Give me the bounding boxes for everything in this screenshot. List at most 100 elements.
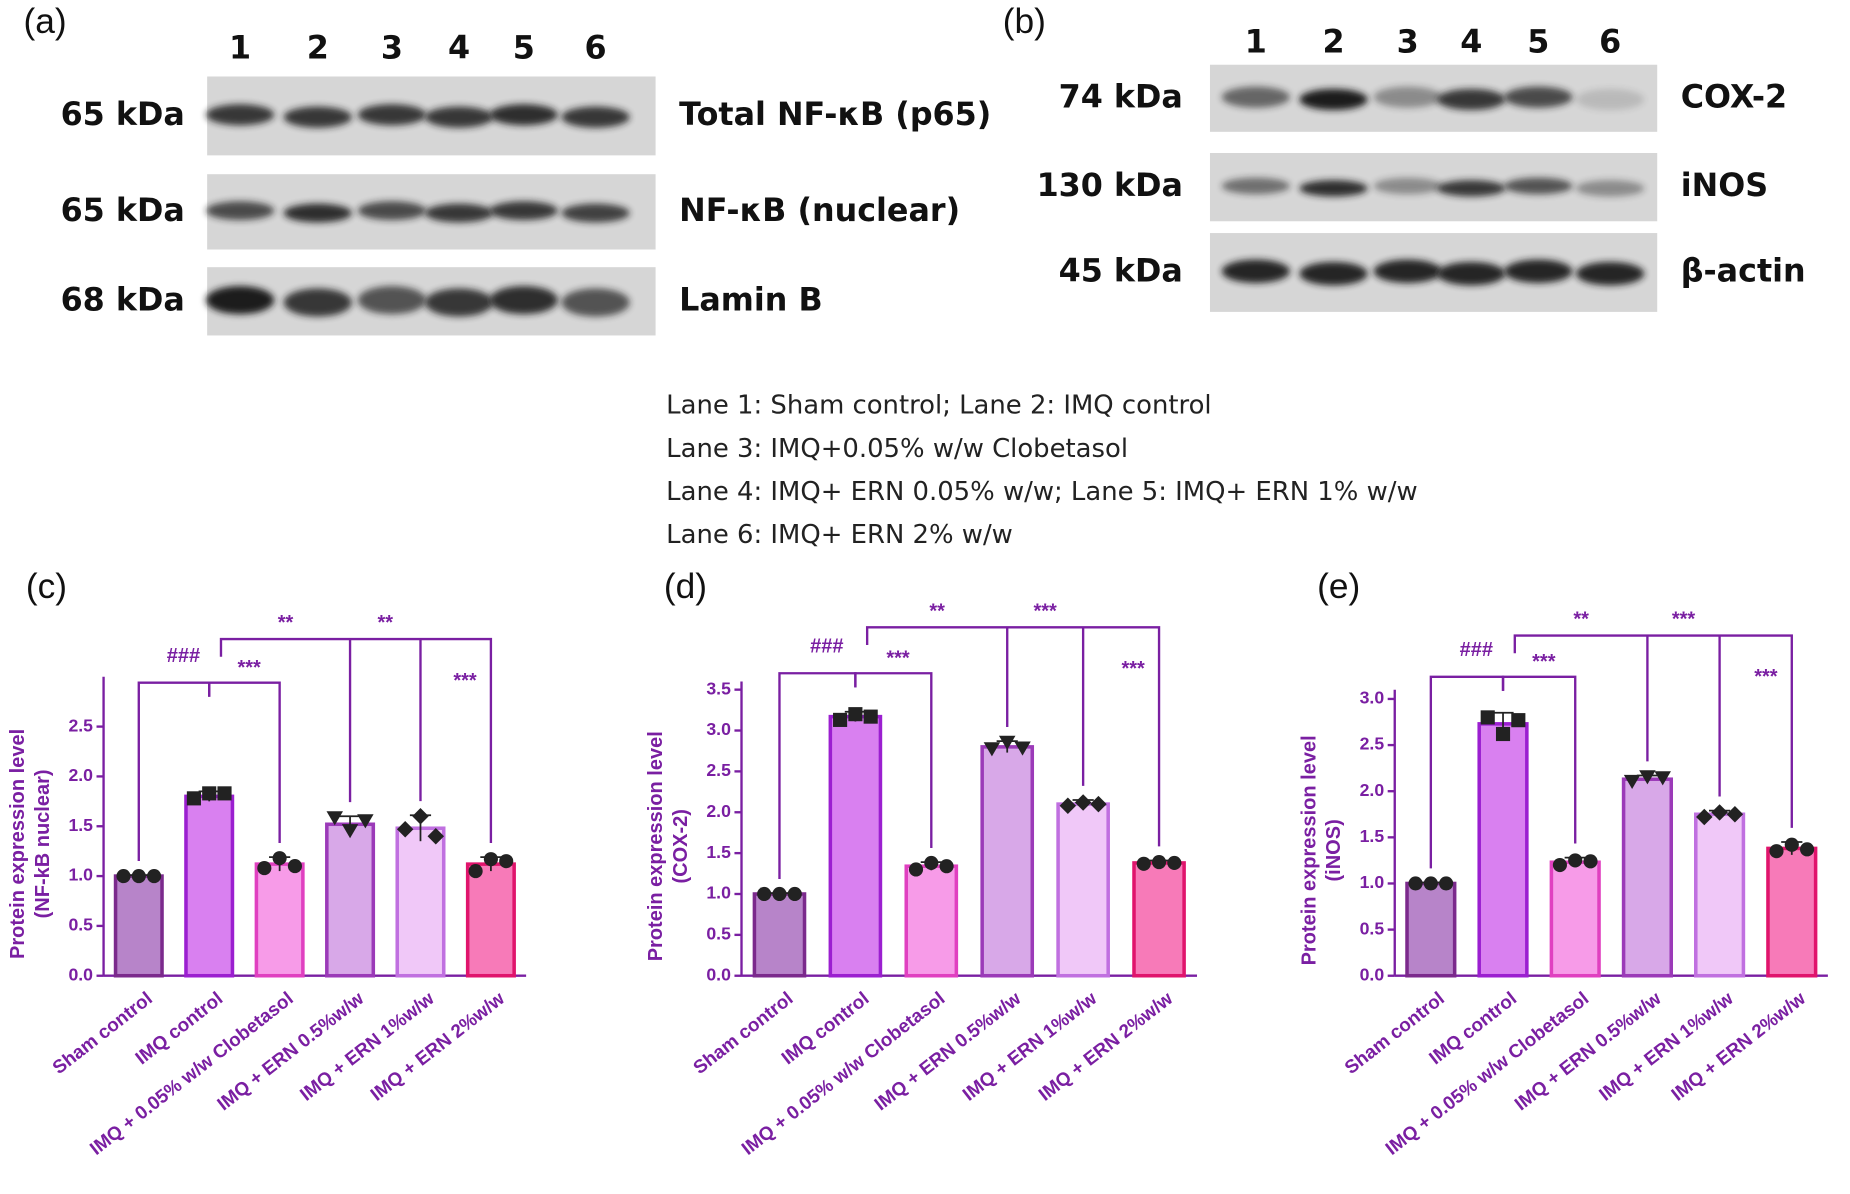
data-point xyxy=(1074,794,1092,811)
lane-number: 6 xyxy=(1599,25,1621,61)
data-point xyxy=(1623,774,1641,790)
blot-band xyxy=(1299,180,1368,197)
bar xyxy=(465,862,516,978)
data-point xyxy=(483,852,498,867)
lane-number: 5 xyxy=(1527,25,1549,61)
bar xyxy=(1549,860,1601,978)
data-point xyxy=(998,735,1016,750)
data-point xyxy=(939,859,954,874)
data-point xyxy=(341,824,359,839)
data-point xyxy=(833,712,848,727)
significance-label: ** xyxy=(929,600,945,622)
significance-label: ** xyxy=(278,612,294,634)
data-point xyxy=(468,864,483,879)
data-point xyxy=(272,851,287,866)
blot-band xyxy=(1373,86,1442,108)
significance-bracket xyxy=(1501,675,1577,844)
significance-bracket xyxy=(219,637,493,844)
blot-band xyxy=(1299,261,1368,286)
molecular-weight: 45 kDa xyxy=(1059,253,1183,289)
y-axis-label: (NF-kB nuclear) xyxy=(32,769,54,918)
data-point xyxy=(202,786,217,801)
blot-band xyxy=(283,106,352,128)
data-point xyxy=(1552,857,1567,873)
y-tick-label: 1.0 xyxy=(706,883,731,903)
data-point xyxy=(757,886,772,902)
bar xyxy=(1477,722,1529,978)
bar xyxy=(904,864,959,978)
blot-band xyxy=(489,286,558,315)
lane-number: 4 xyxy=(448,30,470,66)
y-axis-label: Protein expression level xyxy=(1298,735,1320,965)
significance-label: *** xyxy=(237,657,261,679)
y-axis-label: (COX-2) xyxy=(670,809,692,883)
y-tick-label: 3.5 xyxy=(706,678,731,698)
significance-label: ### xyxy=(1460,639,1493,661)
data-point xyxy=(427,827,445,845)
blot-band xyxy=(205,201,275,221)
blot-band xyxy=(1576,180,1645,197)
lane-key-line: Lane 1: Sham control; Lane 2: IMQ contro… xyxy=(666,391,1211,421)
data-point xyxy=(1439,876,1454,891)
lane-number: 1 xyxy=(1245,25,1267,61)
data-point xyxy=(257,861,272,876)
y-axis-label: Protein expression level xyxy=(645,731,667,961)
blot-band xyxy=(357,201,427,221)
data-point xyxy=(983,742,1001,757)
significance-label: *** xyxy=(453,670,477,692)
blot-band xyxy=(1437,88,1506,111)
lane-key-line: Lane 3: IMQ+0.05% w/w Clobetasol xyxy=(666,434,1128,464)
bar-chart: (d) Protein expression level (COX-2) 0.0 0.5… xyxy=(645,567,1198,1159)
protein-label: COX-2 xyxy=(1681,79,1787,115)
bar xyxy=(113,874,164,978)
lane-number: 2 xyxy=(307,30,329,66)
data-point xyxy=(357,814,374,829)
data-point xyxy=(1167,855,1182,870)
significance-label: *** xyxy=(1121,658,1145,680)
bar xyxy=(1621,777,1673,978)
x-tick-label: IMQ + ERN 0.5%w/w xyxy=(870,987,1025,1114)
y-axis-label: (iNOS) xyxy=(1323,819,1345,881)
protein-label: NF-κB (nuclear) xyxy=(679,193,960,229)
bar xyxy=(1405,881,1457,978)
data-point xyxy=(147,869,162,884)
blot-band xyxy=(489,104,558,126)
blot-band xyxy=(1221,259,1290,284)
data-point xyxy=(1769,844,1784,859)
panel-label: (a) xyxy=(24,2,67,41)
data-point xyxy=(326,811,343,826)
x-tick-label: IMQ + ERN 1%w/w xyxy=(958,987,1100,1105)
y-tick-label: 0.5 xyxy=(68,915,93,935)
data-point xyxy=(863,709,878,724)
data-point xyxy=(287,859,302,874)
data-point xyxy=(1151,855,1167,870)
y-tick-label: 1.0 xyxy=(1360,872,1385,892)
blot-band xyxy=(424,106,494,128)
data-point xyxy=(1696,808,1713,826)
protein-label: β-actin xyxy=(1681,253,1806,289)
data-point xyxy=(499,854,514,869)
data-point xyxy=(1495,726,1511,742)
blot-band xyxy=(1504,259,1573,284)
protein-label: iNOS xyxy=(1681,168,1768,204)
data-point xyxy=(772,886,787,902)
bar xyxy=(184,794,235,978)
significance-label: *** xyxy=(1672,609,1696,631)
lane-key-line: Lane 4: IMQ+ ERN 0.05% w/w; Lane 5: IMQ+… xyxy=(666,477,1417,507)
y-tick-label: 2.0 xyxy=(706,801,731,821)
bar xyxy=(1694,812,1746,978)
blot-band xyxy=(1221,177,1290,195)
data-point xyxy=(908,862,924,877)
data-point xyxy=(1423,876,1438,891)
x-tick-label: IMQ + ERN 1%w/w xyxy=(1595,987,1737,1105)
data-point xyxy=(1014,741,1031,756)
blot-band xyxy=(1221,86,1290,108)
data-point xyxy=(924,855,939,870)
data-point xyxy=(1784,837,1799,852)
blot-band xyxy=(424,203,494,223)
data-point xyxy=(412,808,429,825)
significance-bracket xyxy=(208,681,281,844)
bar xyxy=(980,745,1035,978)
molecular-weight: 68 kDa xyxy=(61,282,185,318)
